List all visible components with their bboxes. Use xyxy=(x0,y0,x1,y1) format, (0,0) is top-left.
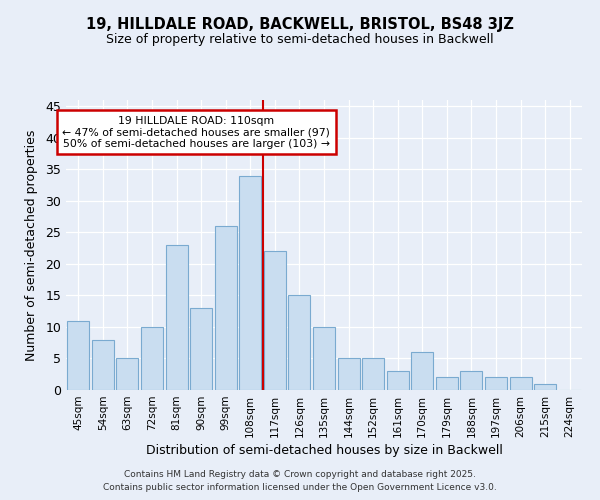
Bar xyxy=(166,245,188,390)
Bar xyxy=(436,378,458,390)
Bar xyxy=(289,296,310,390)
Bar xyxy=(67,320,89,390)
Bar xyxy=(485,378,507,390)
Bar xyxy=(338,358,359,390)
Text: Contains HM Land Registry data © Crown copyright and database right 2025.: Contains HM Land Registry data © Crown c… xyxy=(124,470,476,479)
Bar xyxy=(190,308,212,390)
Text: Size of property relative to semi-detached houses in Backwell: Size of property relative to semi-detach… xyxy=(106,32,494,46)
Bar xyxy=(411,352,433,390)
Bar xyxy=(460,371,482,390)
X-axis label: Distribution of semi-detached houses by size in Backwell: Distribution of semi-detached houses by … xyxy=(146,444,502,457)
Bar xyxy=(386,371,409,390)
Text: Contains public sector information licensed under the Open Government Licence v3: Contains public sector information licen… xyxy=(103,484,497,492)
Text: 19, HILLDALE ROAD, BACKWELL, BRISTOL, BS48 3JZ: 19, HILLDALE ROAD, BACKWELL, BRISTOL, BS… xyxy=(86,18,514,32)
Bar xyxy=(362,358,384,390)
Bar xyxy=(239,176,262,390)
Bar xyxy=(116,358,139,390)
Bar xyxy=(534,384,556,390)
Y-axis label: Number of semi-detached properties: Number of semi-detached properties xyxy=(25,130,38,360)
Bar xyxy=(141,327,163,390)
Bar xyxy=(92,340,114,390)
Text: 19 HILLDALE ROAD: 110sqm
← 47% of semi-detached houses are smaller (97)
50% of s: 19 HILLDALE ROAD: 110sqm ← 47% of semi-d… xyxy=(62,116,330,149)
Bar xyxy=(264,252,286,390)
Bar xyxy=(509,378,532,390)
Bar xyxy=(313,327,335,390)
Bar xyxy=(215,226,237,390)
